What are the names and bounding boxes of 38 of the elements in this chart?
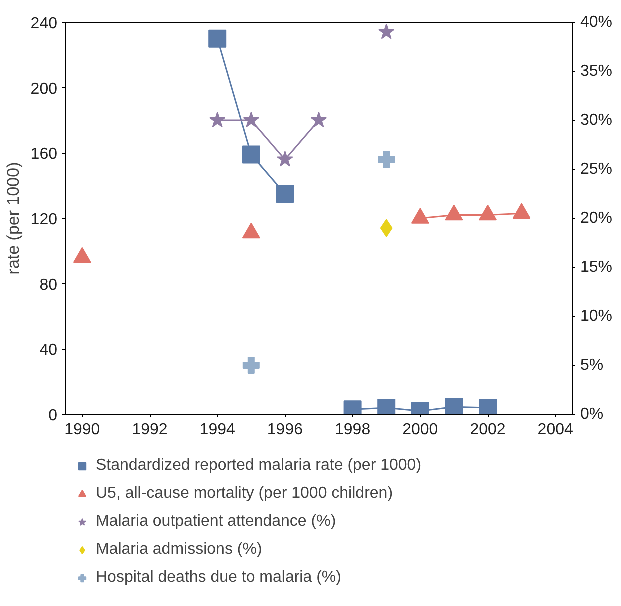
point <box>243 112 260 128</box>
legend-label: Malaria admissions (%) <box>96 541 262 559</box>
y2-tick-label: 0% <box>580 406 604 423</box>
y-tick-label: 80 <box>40 276 58 294</box>
point <box>277 151 294 167</box>
point <box>380 219 393 238</box>
y2-tick-label: 35% <box>580 63 613 80</box>
x-tick-label: 1990 <box>64 422 100 438</box>
point <box>378 24 395 40</box>
point <box>378 151 396 168</box>
point <box>310 112 328 128</box>
legend-label: Standardized reported malaria rate (per 1000) <box>96 457 422 475</box>
x-tick-label: 1996 <box>267 422 304 438</box>
y-tick-label: 0 <box>48 408 58 424</box>
legend-label: Hospital deaths due to malaria (%) <box>96 569 342 587</box>
y2-tick-label: 15% <box>580 259 613 276</box>
x-tick-label: 1998 <box>335 422 371 438</box>
x-tick-label: 1994 <box>200 422 236 438</box>
y2-tick-label: 25% <box>580 161 613 178</box>
y2-tick-label: 10% <box>580 308 613 325</box>
point <box>242 357 260 374</box>
y2-tick-label: 30% <box>580 112 613 129</box>
y2-tick-label: 40% <box>580 14 613 31</box>
x-tick-label: 1992 <box>132 422 168 438</box>
y2-tick-label: 5% <box>580 357 604 374</box>
legend-label: Malaria outpatient attendance (%) <box>96 513 336 531</box>
y-tick-label: 160 <box>30 146 58 164</box>
legend-label: U5, all-cause mortality (per 1000 children) <box>96 485 394 503</box>
point <box>209 112 226 128</box>
x-tick-label: 2002 <box>470 422 506 438</box>
y-tick-label: 200 <box>30 80 58 98</box>
x-tick-label: 2000 <box>402 422 438 438</box>
y-axis-title: rate (per 1000) <box>4 162 23 275</box>
y2-tick-label: 20% <box>580 210 613 227</box>
y-tick-label: 120 <box>30 212 58 228</box>
x-tick-label: 2004 <box>538 422 574 438</box>
y-tick-label: 40 <box>40 342 58 360</box>
y-tick-label: 240 <box>30 16 58 32</box>
